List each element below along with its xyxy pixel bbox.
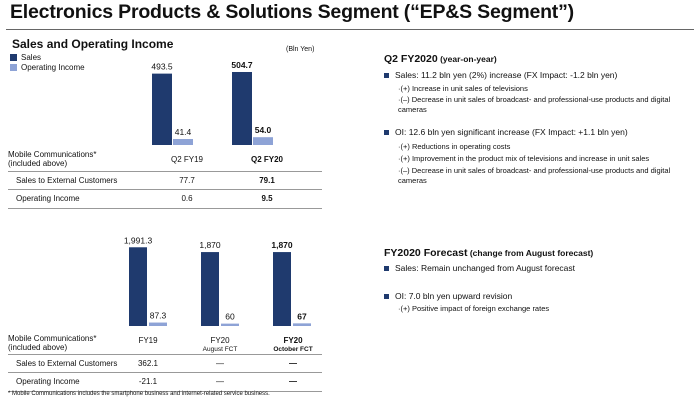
- q2-oi-bullet-text: OI: 12.6 bln yen significant increase (F…: [395, 127, 628, 137]
- bottom-column-fy19-label: FY19: [138, 336, 158, 345]
- bar-sales-chart1-0: [152, 73, 172, 145]
- mc-label-bottom: Mobile Communications* (included above): [8, 334, 96, 352]
- forecast-oi-bullet-text: OI: 7.0 bln yen upward revision: [395, 291, 513, 301]
- mc-label-bottom-line1: Mobile Communications*: [8, 334, 97, 343]
- q2-oi-item-1: ·(+) Reductions in operating costs: [398, 142, 511, 151]
- q2-sales-bullet: Sales: 11.2 bln yen (2%) increase (FX Im…: [384, 70, 617, 80]
- bottom-column-fy20-august-label: FY20: [210, 336, 230, 345]
- data-label-sales-chart2-2: 1,870: [271, 240, 293, 250]
- bottom-column-fy20-august-sub: August FCT: [202, 346, 238, 353]
- bar-operating-income-chart1-1: [253, 137, 273, 145]
- bar-operating-income-chart2-2: [293, 323, 311, 326]
- q2-sales-bullet-text: Sales: 11.2 bln yen (2%) increase (FX Im…: [395, 70, 618, 80]
- mc-label-top: Mobile Communications* (included above): [8, 150, 96, 168]
- bottom-row-oi-fy20-october: —: [289, 377, 297, 386]
- data-label-operating-income-chart2-2: 67: [297, 311, 307, 321]
- q2-oi-item-2: ·(+) Improvement in the product mix of t…: [398, 154, 650, 163]
- sales-oi-section-title: Sales and Operating Income: [12, 37, 174, 51]
- bar-sales-chart1-1: [232, 71, 252, 145]
- q2-heading-sub: (year-on-year): [437, 54, 497, 64]
- q2-sales-item-2: ·(–) Decrease in unit sales of broadcast…: [398, 95, 671, 114]
- top-row-oi-q2fy19: 0.6: [181, 194, 193, 203]
- q2-heading-main: Q2 FY2020: [384, 53, 438, 65]
- footnote: * Mobile Communications includes the sma…: [8, 391, 270, 397]
- forecast-sales-bullet-text: Sales: Remain unchanged from August fore…: [395, 263, 576, 273]
- q2-oi-bullet: OI: 12.6 bln yen significant increase (F…: [384, 127, 628, 137]
- bullet-square-icon: [384, 72, 389, 78]
- top-row-sales-q2fy20: 79.1: [259, 176, 275, 185]
- q2-sales-item-1: ·(+) Increase in unit sales of televisio…: [398, 84, 528, 93]
- legend-swatch-sales: [10, 53, 17, 61]
- bullet-square-icon: [384, 265, 389, 271]
- forecast-heading-sub: (change from August forecast): [467, 248, 594, 258]
- bullet-square-icon: [384, 129, 389, 135]
- data-label-sales-chart1-0: 493.5: [151, 62, 173, 72]
- data-label-sales-chart1-1: 504.7: [231, 60, 253, 70]
- data-label-operating-income-chart1-1: 54.0: [255, 125, 272, 135]
- top-column-q2fy19: Q2 FY19: [170, 155, 203, 164]
- data-label-sales-chart2-1: 1,870: [199, 240, 221, 250]
- forecast-heading: FY2020 Forecast (change from August fore…: [384, 247, 593, 259]
- forecast-sales-bullet: Sales: Remain unchanged from August fore…: [384, 263, 575, 273]
- unit-label: (Bln Yen): [286, 46, 315, 53]
- mc-label-bottom-line2: (included above): [8, 343, 68, 352]
- bottom-column-fy20-october-sub: October FCT: [273, 346, 313, 353]
- bar-operating-income-chart2-0: [149, 322, 167, 326]
- top-row-oi-q2fy20: 9.5: [261, 194, 273, 203]
- forecast-oi-bullet: OI: 7.0 bln yen upward revision: [384, 291, 512, 301]
- data-label-operating-income-chart2-0: 87.3: [150, 311, 167, 321]
- top-column-q2fy20: Q2 FY20: [250, 155, 283, 164]
- bottom-row-sales-label: Sales to External Customers: [16, 359, 118, 368]
- page-title: Electronics Products & Solutions Segment…: [10, 1, 574, 23]
- forecast-oi-item-1: ·(+) Positive impact of foreign exchange…: [398, 304, 550, 313]
- data-label-operating-income-chart2-1: 60: [225, 312, 235, 322]
- top-table-row-oi: Operating Income 0.6 9.5: [8, 189, 322, 209]
- top-row-sales-label: Sales to External Customers: [16, 176, 118, 185]
- chart-legend: Sales Operating Income: [10, 52, 85, 72]
- bottom-row-oi-fy20-august: —: [216, 377, 224, 386]
- bottom-row-sales-fy20-october: —: [289, 359, 297, 368]
- bottom-column-fy20-august: FY20 August FCT: [175, 336, 265, 354]
- bottom-row-oi-label: Operating Income: [16, 377, 80, 386]
- bottom-column-fy20-october-label: FY20: [283, 336, 303, 345]
- legend-label-sales: Sales: [21, 52, 42, 62]
- data-label-operating-income-chart1-0: 41.4: [175, 127, 192, 137]
- bottom-row-sales-fy20-august: —: [216, 359, 224, 368]
- data-label-sales-chart2-0: 1,991.3: [124, 235, 153, 245]
- bar-operating-income-chart2-1: [221, 323, 239, 326]
- top-row-sales-q2fy19: 77.7: [179, 176, 195, 185]
- q2-heading: Q2 FY2020 (year-on-year): [384, 53, 497, 65]
- bottom-row-sales-fy19: 362.1: [137, 359, 159, 368]
- mc-label-top-line2: (included above): [8, 159, 68, 168]
- bullet-square-icon: [384, 293, 389, 299]
- forecast-heading-main: FY2020 Forecast: [384, 247, 468, 259]
- q2-oi-item-3: ·(–) Decrease in unit sales of broadcast…: [398, 166, 671, 185]
- bottom-table-row-oi: Operating Income -21.1 — —: [8, 372, 322, 392]
- mc-label-top-line1: Mobile Communications*: [8, 150, 97, 159]
- bar-sales-chart2-2: [273, 252, 291, 326]
- bottom-column-fy20-october: FY20 October FCT: [248, 336, 338, 354]
- top-row-oi-label: Operating Income: [16, 194, 80, 203]
- legend-item-operating-income: Operating Income: [10, 62, 85, 72]
- bar-sales-chart2-0: [129, 247, 147, 326]
- bottom-row-oi-fy19: -21.1: [138, 377, 158, 386]
- legend-label-operating-income: Operating Income: [21, 62, 85, 72]
- top-table-row-sales: Sales to External Customers 77.7 79.1: [8, 171, 322, 190]
- bottom-column-fy19: FY19: [103, 336, 193, 345]
- bottom-table-row-sales: Sales to External Customers 362.1 — —: [8, 354, 322, 373]
- bar-operating-income-chart1-0: [173, 139, 193, 145]
- legend-swatch-operating-income: [10, 63, 17, 71]
- bar-sales-chart2-1: [201, 252, 219, 326]
- title-divider: [6, 29, 694, 30]
- legend-item-sales: Sales: [10, 52, 85, 62]
